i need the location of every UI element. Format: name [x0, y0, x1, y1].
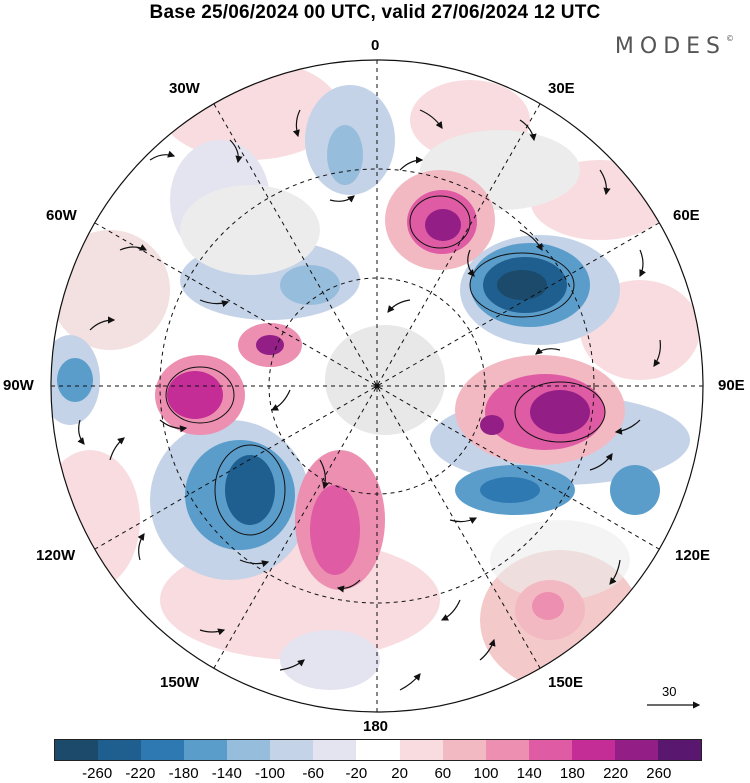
colorbar-tick-label: 100 — [473, 765, 499, 782]
colorbar-tick-label: -260 — [82, 765, 113, 782]
anomaly-field — [51, 60, 703, 712]
colorbar-tick-label: 60 — [434, 765, 452, 782]
colorbar-swatch — [356, 740, 400, 760]
lon-label-30w: 30W — [169, 80, 200, 97]
colorbar-tick-label: 220 — [603, 765, 629, 782]
map-boundary — [50, 59, 704, 713]
colorbar-tick-label: -60 — [302, 765, 325, 782]
colorbar-swatch — [528, 740, 572, 760]
colorbar-swatch — [614, 740, 658, 760]
colorbar-swatch — [270, 740, 314, 760]
lon-label-90w: 90W — [3, 377, 34, 394]
colorbar-swatch — [657, 740, 701, 760]
colorbar-swatch — [184, 740, 228, 760]
colorbar-tick-label: 260 — [646, 765, 672, 782]
colorbar-swatch — [227, 740, 271, 760]
colorbar-swatch — [141, 740, 185, 760]
lon-label-120w: 120W — [36, 547, 76, 564]
reference-vector-label: 30 — [662, 684, 677, 699]
colorbar-tick-label: 180 — [559, 765, 585, 782]
lon-label-60e: 60E — [673, 207, 700, 224]
lon-label-0: 0 — [371, 37, 380, 54]
colorbar-tick-label: -100 — [254, 765, 286, 782]
colorbar — [54, 739, 702, 761]
colorbar-swatch — [571, 740, 615, 760]
colorbar-tick-label: 20 — [391, 765, 408, 782]
colorbar-swatch — [98, 740, 142, 760]
colorbar-tick-label: -180 — [168, 765, 199, 782]
colorbar-swatch — [399, 740, 443, 760]
colorbar-swatch — [55, 740, 99, 760]
modes-logo: MODES© — [614, 34, 734, 59]
colorbar-swatch — [442, 740, 486, 760]
colorbar-swatch — [313, 740, 357, 760]
colorbar-tick-label: 140 — [516, 765, 542, 782]
lon-label-30e: 30E — [548, 80, 575, 97]
lon-label-150w: 150W — [160, 674, 200, 691]
map-title: Base 25/06/2024 00 UTC, valid 27/06/2024… — [149, 2, 601, 23]
colorbar-tick-label: -140 — [211, 765, 242, 782]
colorbar-swatch — [485, 740, 529, 760]
colorbar-tick-label: -20 — [345, 765, 368, 782]
north-pole-marker — [374, 383, 380, 389]
lon-label-180: 180 — [363, 718, 389, 735]
lon-label-120e: 120E — [675, 547, 711, 564]
lon-label-150e: 150E — [548, 674, 584, 691]
lon-label-60w: 60W — [46, 207, 77, 224]
colorbar-tick-label: -220 — [125, 765, 156, 782]
lon-label-90e: 90E — [718, 377, 745, 394]
